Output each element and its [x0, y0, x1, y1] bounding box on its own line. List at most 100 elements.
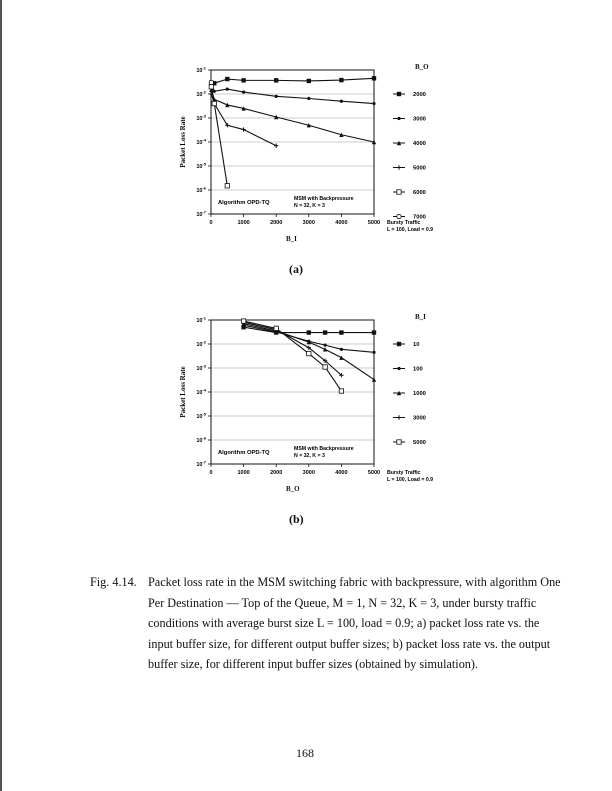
marker-dot: [323, 343, 327, 347]
legend-label-100: 100: [413, 367, 423, 373]
page-number: 168: [296, 746, 314, 760]
x-tick-label: 3000: [303, 470, 315, 476]
caption-number: Fig. 4.14.: [90, 575, 137, 589]
marker-triangle: [396, 390, 402, 396]
marker-open-square: [240, 318, 247, 324]
x-tick-label: 2000: [270, 470, 282, 476]
y-tick-label: 10-4: [196, 388, 206, 397]
legend-label-5000: 5000: [413, 166, 426, 172]
chart-b: 10-1 10-2 10-3 10-4 10-5 10-6 10-70 1000 2000 300…: [179, 316, 433, 484]
annotation-traffic: Bursty Traffic: [387, 470, 421, 476]
marker-dot: [372, 101, 376, 106]
marker-triangle: [241, 106, 246, 111]
marker-square: [339, 330, 344, 335]
series-line-3000: [210, 86, 375, 105]
y-tick-label: 10-1: [196, 316, 206, 325]
x-axis-label-a: B_I: [286, 235, 297, 243]
marker-square: [371, 330, 377, 335]
annotation-traffic: Bursty Traffic: [387, 220, 421, 226]
y-tick-label: 10-6: [196, 436, 206, 445]
marker-square: [241, 325, 246, 330]
marker-plus: [339, 373, 344, 378]
y-axis-label: Packet Loss Rate: [179, 366, 187, 417]
caption-text: Packet loss rate in the MSM switching fa…: [148, 575, 561, 671]
y-tick-label: 10-7: [196, 210, 206, 219]
marker-square: [225, 76, 230, 82]
marker-open-circle: [396, 213, 402, 220]
marker-dot: [372, 350, 376, 354]
marker-open-square: [396, 189, 402, 195]
annotation-params: N = 32, K = 3: [294, 203, 325, 209]
marker-square: [306, 78, 311, 84]
marker-triangle: [225, 102, 230, 108]
marker-square: [306, 330, 311, 335]
marker-dot: [307, 96, 311, 101]
x-tick-label: 4000: [335, 470, 347, 476]
marker-triangle: [322, 347, 328, 352]
marker-dot: [242, 90, 246, 94]
marker-plus: [274, 143, 279, 148]
series-line-4000: [210, 89, 375, 143]
x-tick-label: 0: [209, 470, 212, 476]
marker-dot: [397, 116, 401, 121]
marker-triangle: [274, 114, 279, 120]
y-tick-label: 10-1: [196, 66, 206, 75]
marker-open-square: [322, 364, 328, 370]
marker-open-square: [396, 439, 402, 445]
annotation-load: L = 100, Load = 0.9: [387, 227, 433, 233]
series-line-1000: [243, 323, 375, 381]
y-tick-label: 10-7: [196, 460, 206, 469]
marker-square: [396, 91, 402, 97]
y-tick-label: 10-2: [196, 90, 206, 99]
marker-open-square: [211, 100, 217, 107]
legend-label-10: 10: [413, 342, 419, 348]
x-tick-label: 1000: [237, 470, 249, 476]
x-tick-label: 0: [209, 220, 212, 226]
legend-label-3000: 3000: [413, 117, 426, 123]
legend-label-6000: 6000: [413, 190, 426, 196]
y-tick-label: 10-5: [196, 162, 206, 171]
x-tick-label: 5000: [368, 470, 380, 476]
marker-triangle: [339, 132, 344, 137]
marker-plus: [306, 345, 311, 350]
legend-title-b: B_I: [415, 313, 426, 321]
x-tick-label: 5000: [368, 220, 380, 226]
chart-a: 10-1 10-2 10-3 10-4 10-5 10-6 10-70 1000 2000 300…: [179, 66, 433, 234]
marker-triangle: [306, 339, 311, 345]
marker-dot: [225, 87, 229, 91]
marker-triangle: [371, 139, 377, 145]
annotation-load: L = 100, Load = 0.9: [387, 477, 433, 483]
annotation-msm: MSM with Backpressure: [294, 196, 354, 202]
marker-plus: [225, 123, 230, 128]
marker-plus: [396, 165, 402, 170]
marker-square: [274, 78, 279, 83]
x-axis-label-b: B_O: [286, 485, 300, 493]
legend-label-1000: 1000: [413, 391, 426, 397]
marker-open-circle: [208, 79, 214, 86]
x-tick-label: 2000: [270, 220, 282, 226]
legend-label-5000: 5000: [413, 440, 426, 446]
marker-open-square: [338, 388, 345, 394]
marker-triangle: [396, 140, 402, 146]
y-axis-label: Packet Loss Rate: [179, 116, 187, 167]
marker-triangle: [306, 123, 311, 128]
y-tick-label: 10-2: [196, 340, 206, 349]
x-tick-label: 1000: [237, 220, 249, 226]
marker-dot: [212, 89, 216, 93]
marker-square: [241, 78, 246, 83]
marker-dot: [339, 99, 343, 103]
y-tick-label: 10-4: [196, 138, 206, 147]
x-tick-label: 4000: [335, 220, 347, 226]
marker-square: [212, 81, 217, 86]
annotation-params: N = 32, K = 3: [294, 453, 325, 459]
marker-dot: [274, 94, 278, 98]
annotation-algorithm: Algorithm OPD-TQ: [218, 450, 270, 456]
page-edge: [0, 0, 2, 791]
series-line-10: [243, 326, 374, 334]
marker-square: [396, 341, 402, 347]
legend-label-7000: 7000: [413, 215, 426, 221]
y-tick-label: 10-3: [196, 364, 206, 373]
marker-open-square: [273, 325, 279, 331]
annotation-msm: MSM with Backpressure: [294, 446, 354, 452]
